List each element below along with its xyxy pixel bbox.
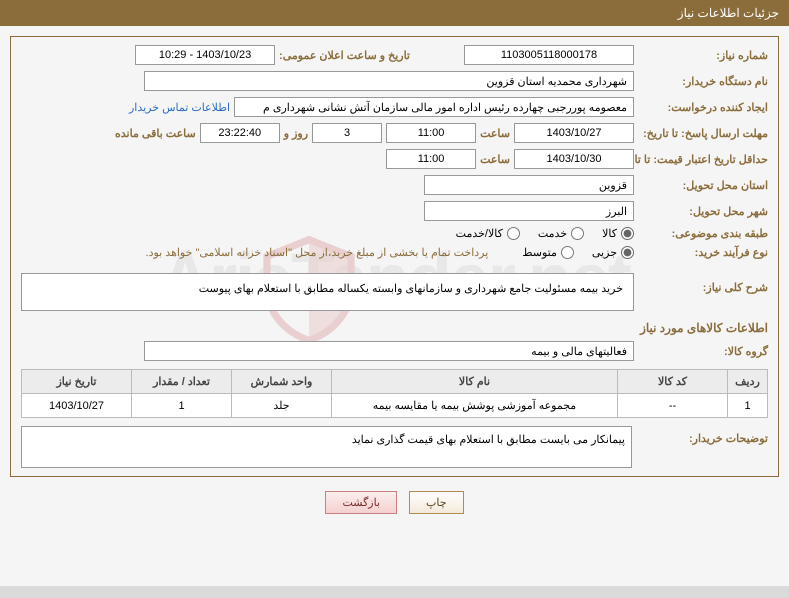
footer-strip (0, 586, 789, 598)
buyer-note-text: پیمانکار می بایست مطابق با استعلام بهای … (21, 426, 632, 468)
deadline-label: مهلت ارسال پاسخ: تا تاریخ: (638, 127, 768, 140)
th-row: ردیف (728, 370, 768, 394)
city-value: البرز (424, 201, 634, 221)
back-button[interactable]: بازگشت (325, 491, 397, 514)
th-unit: واحد شمارش (232, 370, 332, 394)
cell-date: 1403/10/27 (22, 394, 132, 418)
need-no-value: 1103005118000178 (464, 45, 634, 65)
panel-title: جزئیات اطلاعات نیاز (678, 6, 779, 20)
contact-link[interactable]: اطلاعات تماس خریدار (129, 101, 230, 114)
cell-idx: 1 (728, 394, 768, 418)
requester-value: معصومه پوررجبی چهارده رئیس اداره امور ما… (234, 97, 634, 117)
radio-goods-service[interactable] (507, 227, 520, 240)
category-goods-service[interactable]: کالا/خدمت (456, 227, 520, 240)
requester-label: ایجاد کننده درخواست: (638, 101, 768, 114)
announce-value: 1403/10/23 - 10:29 (135, 45, 275, 65)
city-label: شهر محل تحویل: (638, 205, 768, 218)
cell-code: -- (618, 394, 728, 418)
goods-section-title: اطلاعات کالاهای مورد نیاز (21, 321, 768, 335)
radio-service[interactable] (571, 227, 584, 240)
deadline-time: 11:00 (386, 123, 476, 143)
category-service[interactable]: خدمت (538, 227, 584, 240)
category-goods[interactable]: کالا (602, 227, 634, 240)
category-radio-group: کالا خدمت کالا/خدمت (456, 227, 634, 240)
panel-header: جزئیات اطلاعات نیاز (0, 0, 789, 26)
group-value: فعالیتهای مالی و بیمه (144, 341, 634, 361)
deadline-date: 1403/10/27 (514, 123, 634, 143)
summary-text: خرید بیمه مسئولیت جامع شهرداری و سازمانه… (21, 273, 634, 311)
process-radio-group: جزیی متوسط (522, 246, 634, 259)
print-button[interactable]: چاپ (409, 491, 464, 514)
time-label-2: ساعت (480, 153, 510, 166)
radio-medium[interactable] (561, 246, 574, 259)
validity-label: حداقل تاریخ اعتبار قیمت: تا تاریخ: (638, 153, 768, 166)
validity-date: 1403/10/30 (514, 149, 634, 169)
cell-name: مجموعه آموزشی پوشش بیمه یا مقایسه بیمه (332, 394, 618, 418)
process-medium[interactable]: متوسط (522, 246, 574, 259)
buyer-note-label: توضیحات خریدار: (638, 426, 768, 468)
time-label-1: ساعت (480, 127, 510, 140)
process-label: نوع فرآیند خرید: (638, 246, 768, 259)
validity-time: 11:00 (386, 149, 476, 169)
table-row: 1 -- مجموعه آموزشی پوشش بیمه یا مقایسه ب… (22, 394, 768, 418)
cell-qty: 1 (132, 394, 232, 418)
button-bar: چاپ بازگشت (0, 491, 789, 514)
radio-partial[interactable] (621, 246, 634, 259)
province-label: استان محل تحویل: (638, 179, 768, 192)
day-and-label: روز و (284, 127, 308, 140)
buyer-label: نام دستگاه خریدار: (638, 75, 768, 88)
radio-goods[interactable] (621, 227, 634, 240)
th-name: نام کالا (332, 370, 618, 394)
th-qty: تعداد / مقدار (132, 370, 232, 394)
buyer-value: شهرداری محمدیه استان قزوین (144, 71, 634, 91)
days-remaining: 3 (312, 123, 382, 143)
cell-unit: جلد (232, 394, 332, 418)
goods-table: ردیف کد کالا نام کالا واحد شمارش تعداد /… (21, 369, 768, 418)
payment-note: پرداخت تمام یا بخشی از مبلغ خرید،از محل … (146, 246, 489, 259)
details-panel: شماره نیاز: 1103005118000178 تاریخ و ساع… (10, 36, 779, 477)
announce-label: تاریخ و ساعت اعلان عمومی: (279, 49, 410, 62)
process-partial[interactable]: جزیی (592, 246, 634, 259)
province-value: قزوین (424, 175, 634, 195)
countdown-timer: 23:22:40 (200, 123, 280, 143)
need-no-label: شماره نیاز: (638, 49, 768, 62)
remain-label: ساعت باقی مانده (115, 127, 196, 140)
category-label: طبقه بندی موضوعی: (638, 227, 768, 240)
group-label: گروه کالا: (638, 345, 768, 358)
summary-label: شرح کلی نیاز: (638, 273, 768, 294)
th-date: تاریخ نیاز (22, 370, 132, 394)
table-header-row: ردیف کد کالا نام کالا واحد شمارش تعداد /… (22, 370, 768, 394)
th-code: کد کالا (618, 370, 728, 394)
